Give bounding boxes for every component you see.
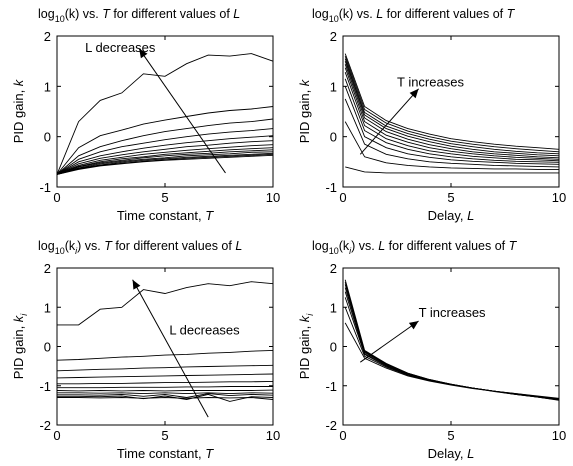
series-line-2 [56, 349, 274, 361]
annotation-label: L decreases [169, 323, 240, 338]
y-tick-label: -1 [39, 180, 51, 195]
arrow-head [408, 321, 419, 330]
y-tick-label: -1 [325, 180, 337, 195]
y-tick-label: 2 [330, 29, 337, 44]
y-axis-label: PID gain, k [297, 78, 312, 143]
annotation-arrow [138, 48, 226, 174]
series-line-8 [344, 279, 560, 401]
series-line-2 [56, 106, 274, 175]
y-tick-label: 2 [44, 261, 51, 276]
annotation-label: T increases [397, 74, 464, 89]
y-axis-label: PID gain, k [11, 78, 26, 143]
x-tick-label: 0 [53, 428, 60, 443]
plot-frame [56, 267, 274, 426]
series-line-7 [344, 67, 560, 160]
plot-frame [342, 267, 560, 426]
annotation-arrow [132, 279, 209, 418]
annotation-label: T increases [419, 305, 486, 320]
y-tick-label: 1 [44, 300, 51, 315]
series-line-5 [57, 380, 274, 385]
series-line-11 [344, 55, 560, 153]
chart-title: log10(ki) vs. L for different values of … [312, 239, 518, 256]
series-line-1 [57, 281, 274, 326]
series-line-12 [56, 153, 274, 175]
series-line-13 [56, 154, 274, 175]
y-axis-label: PID gain, ki [297, 313, 315, 380]
x-axis-label: Delay, L [428, 446, 475, 461]
series-line-9 [56, 149, 274, 175]
x-tick-label: 10 [552, 190, 566, 205]
x-tick-label: 5 [447, 428, 454, 443]
x-tick-label: 10 [266, 428, 280, 443]
series-line-6 [344, 72, 560, 162]
series-line-10 [56, 151, 274, 175]
series-line-6 [56, 140, 274, 175]
series-line-5 [56, 135, 274, 175]
series-line-1 [56, 53, 274, 175]
y-tick-label: 0 [330, 130, 337, 145]
series-line-3 [56, 118, 274, 175]
chart-panel-2: log10(k) vs. L for different values of T… [297, 7, 566, 223]
y-tick-label: 1 [44, 79, 51, 94]
y-tick-label: 1 [330, 79, 337, 94]
chart-title: log10(k) vs. L for different values of T [312, 7, 516, 24]
series-line-1 [345, 166, 559, 174]
annotation-arrow [359, 320, 419, 363]
series-line-6 [57, 386, 273, 389]
y-tick-label: 0 [330, 340, 337, 355]
chart-title: log10(ki) vs. T for different values of … [38, 239, 242, 256]
series-line-11 [57, 397, 274, 400]
series-line-4 [56, 373, 274, 379]
x-axis-label: Delay, L [428, 208, 475, 223]
x-tick-label: 0 [339, 190, 346, 205]
y-tick-label: 2 [330, 261, 337, 276]
arrow-head [139, 48, 148, 59]
y-tick-label: 0 [44, 340, 51, 355]
series-line-7 [56, 389, 274, 392]
x-tick-label: 5 [161, 428, 168, 443]
series-line-7 [56, 144, 274, 175]
series-line-12 [344, 53, 560, 150]
x-tick-label: 5 [447, 190, 454, 205]
x-tick-label: 0 [339, 428, 346, 443]
y-tick-label: -2 [325, 418, 337, 433]
y-tick-label: -2 [39, 418, 51, 433]
y-axis-label: PID gain, ki [11, 313, 29, 380]
arrow-head [409, 88, 419, 99]
x-tick-label: 5 [161, 190, 168, 205]
chart-panel-4: log10(ki) vs. L for different values of … [297, 239, 566, 461]
y-tick-label: 2 [44, 29, 51, 44]
series-line-8 [57, 392, 274, 395]
x-axis-label: Time constant, T [117, 208, 214, 223]
series-line-3 [56, 364, 274, 372]
x-tick-label: 10 [266, 190, 280, 205]
x-axis-label: Time constant, T [117, 446, 214, 461]
series-line-11 [56, 152, 274, 175]
y-tick-label: 1 [330, 300, 337, 315]
chart-panel-3: log10(ki) vs. T for different values of … [11, 239, 280, 461]
series-line-8 [56, 147, 274, 175]
annotation-arrow [359, 88, 419, 155]
x-tick-label: 10 [552, 428, 566, 443]
chart-title: log10(k) vs. T for different values of L [38, 7, 240, 24]
series-line-3 [344, 98, 560, 168]
series-line-10 [344, 58, 560, 155]
y-tick-label: -1 [325, 379, 337, 394]
y-tick-label: -1 [39, 379, 51, 394]
y-tick-label: 0 [44, 130, 51, 145]
series-line-9 [344, 61, 560, 157]
plot-frame [342, 35, 560, 188]
x-tick-label: 0 [53, 190, 60, 205]
series-line-9 [57, 393, 274, 398]
series-line-8 [344, 64, 560, 159]
arrow-head [132, 279, 141, 290]
series-line-4 [56, 128, 274, 175]
series-line-10 [57, 393, 274, 402]
chart-panel-1: log10(k) vs. T for different values of L… [11, 7, 280, 223]
series-line-4 [344, 86, 560, 165]
series-line-5 [344, 78, 560, 163]
series-line-2 [344, 121, 559, 170]
annotation-label: L decreases [85, 40, 156, 55]
